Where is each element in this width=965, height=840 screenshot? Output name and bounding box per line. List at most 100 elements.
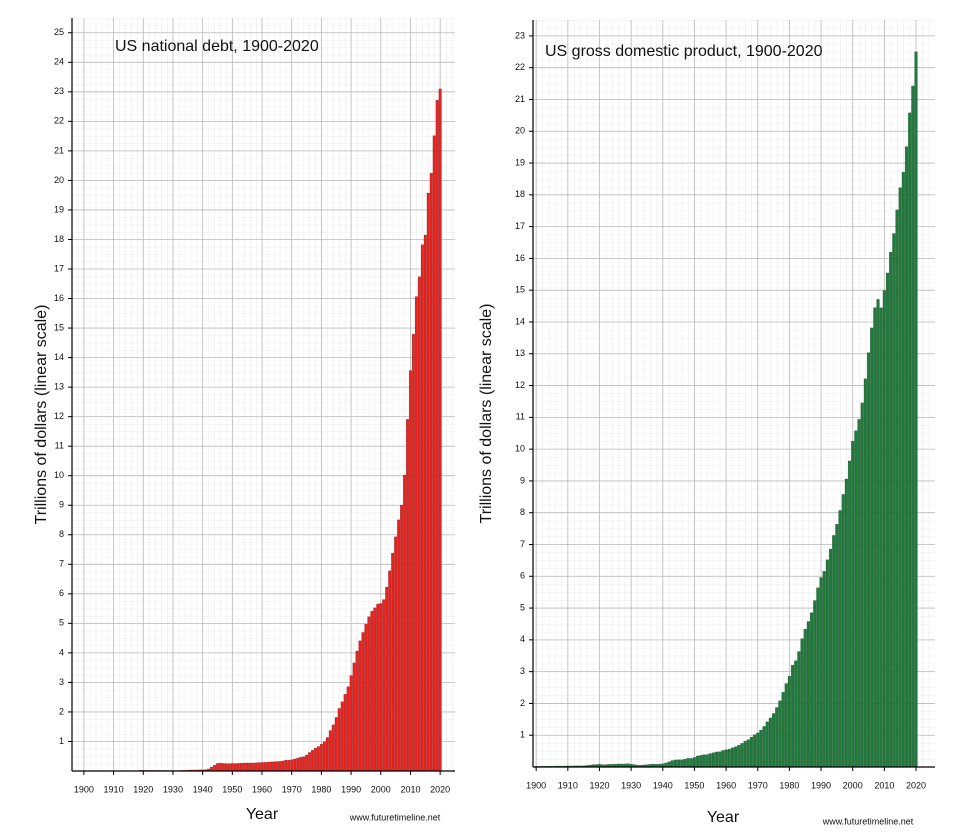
- bar: [328, 730, 332, 772]
- x-tick-label: 1960: [252, 784, 272, 794]
- y-tick-label: 20: [515, 126, 525, 136]
- y-tick-label: 11: [55, 441, 64, 451]
- y-tick-label: 16: [54, 293, 64, 303]
- bar: [310, 749, 315, 772]
- bar: [302, 756, 306, 772]
- bar: [349, 675, 353, 772]
- bar: [762, 726, 766, 768]
- x-tick-label: 1990: [341, 784, 361, 794]
- y-tick-label: 3: [59, 677, 64, 687]
- bar: [307, 752, 312, 772]
- y-tick-label: 2: [59, 706, 64, 716]
- bar: [835, 523, 839, 768]
- bar: [692, 757, 697, 768]
- bar: [254, 762, 258, 772]
- bar: [352, 662, 356, 772]
- bar: [683, 758, 687, 768]
- bar: [334, 717, 338, 772]
- chart-title: US gross domestic product, 1900-2020: [545, 43, 823, 60]
- bar: [889, 251, 893, 768]
- y-tick-label: 19: [515, 157, 525, 167]
- y-tick-label: 9: [520, 475, 525, 485]
- bar: [911, 85, 915, 768]
- bar: [423, 234, 427, 772]
- bar: [293, 758, 297, 772]
- chart: 1234567891011121314151617181920212223190…: [478, 20, 935, 826]
- y-tick-label: 15: [515, 285, 525, 295]
- bar: [866, 352, 871, 768]
- bar: [689, 758, 693, 768]
- bar: [299, 757, 303, 772]
- x-tick-label: 2000: [843, 780, 863, 790]
- bar: [711, 752, 716, 768]
- bar: [429, 172, 433, 772]
- bar: [239, 762, 243, 772]
- bar: [319, 743, 323, 772]
- bar: [794, 660, 798, 768]
- y-tick-label: 6: [520, 571, 525, 581]
- y-tick-label: 23: [515, 30, 525, 40]
- bar: [746, 739, 750, 768]
- bar: [708, 753, 712, 768]
- y-tick-label: 23: [54, 86, 64, 96]
- y-tick-label: 14: [54, 352, 64, 362]
- bar: [765, 721, 769, 768]
- bar: [813, 600, 817, 768]
- bar: [752, 734, 757, 768]
- bar: [260, 762, 264, 772]
- x-tick-label: 2000: [371, 784, 391, 794]
- x-tick-label: 1960: [716, 780, 736, 790]
- y-tick-label: 17: [515, 221, 525, 231]
- y-tick-label: 13: [54, 381, 64, 391]
- bar: [759, 729, 763, 768]
- bar: [426, 192, 430, 772]
- bar: [405, 419, 410, 772]
- bar: [882, 290, 886, 768]
- bar: [376, 603, 380, 772]
- bar: [718, 751, 722, 768]
- bar: [673, 759, 678, 768]
- x-tick-label: 1930: [163, 784, 183, 794]
- minor-grid: [72, 18, 455, 771]
- y-tick-label: 21: [54, 145, 64, 155]
- x-axis-label: Year: [707, 809, 740, 826]
- bar: [825, 559, 830, 768]
- bar: [847, 460, 852, 768]
- x-tick-label: 2010: [874, 780, 894, 790]
- bar: [740, 743, 744, 768]
- y-axis-label: Trillions of dollars (linear scale): [478, 304, 495, 524]
- bar: [420, 244, 424, 772]
- y-tick-label: 22: [515, 62, 525, 72]
- bar: [370, 610, 374, 772]
- bar: [695, 755, 700, 768]
- bar: [670, 760, 674, 768]
- bar: [290, 759, 294, 772]
- bar: [337, 708, 341, 772]
- bar: [844, 478, 848, 768]
- bar: [438, 88, 442, 772]
- bar: [269, 761, 273, 772]
- bar: [879, 307, 883, 768]
- y-tick-label: 4: [520, 634, 525, 644]
- bar: [322, 741, 326, 772]
- bar: [832, 535, 836, 768]
- bar: [251, 762, 255, 772]
- bar: [800, 638, 804, 768]
- bar: [343, 693, 347, 772]
- x-tick-label: 1920: [133, 784, 153, 794]
- bar: [340, 701, 344, 772]
- y-tick-label: 20: [54, 175, 64, 185]
- x-tick-label: 2020: [906, 780, 926, 790]
- bar: [901, 171, 905, 768]
- y-tick-label: 5: [59, 618, 64, 628]
- bar: [768, 717, 773, 768]
- bar: [806, 621, 811, 768]
- bar: [724, 749, 728, 768]
- y-tick-label: 10: [515, 444, 525, 454]
- bar: [361, 632, 365, 772]
- y-tick-label: 7: [59, 559, 64, 569]
- bar: [857, 419, 861, 768]
- y-tick-label: 8: [520, 507, 525, 517]
- bar: [313, 747, 317, 772]
- bar: [325, 737, 329, 772]
